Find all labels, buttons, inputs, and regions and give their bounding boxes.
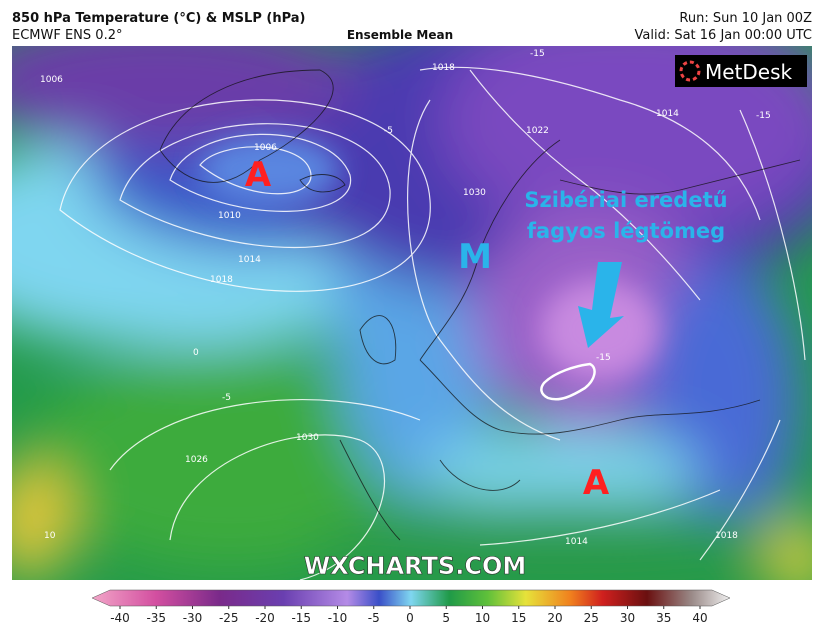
- colorbar-tick-label: 25: [584, 611, 599, 625]
- colorbar-tick-label: 40: [692, 611, 707, 625]
- contour-label: 1006: [40, 75, 63, 85]
- hungary-outline: [540, 362, 596, 401]
- contour-label: 1030: [463, 188, 486, 198]
- contour-label: 0: [193, 348, 199, 358]
- colorbar-tick-label: -5: [368, 611, 380, 625]
- note: Szibériai eredetű: [524, 188, 727, 212]
- contour-label: 10: [44, 531, 56, 541]
- contour-label: 1014: [656, 109, 679, 119]
- contour-label: 1018: [210, 275, 233, 285]
- contour-label: 1010: [218, 211, 241, 221]
- model: ECMWF ENS 0.2°: [12, 28, 122, 43]
- logo: MetDesk: [705, 60, 793, 84]
- colorbar-tick-label: 30: [620, 611, 635, 625]
- colorbar-tick-label: -40: [110, 611, 130, 625]
- high-label: A: [583, 463, 610, 503]
- valid-time: Valid: Sat 16 Jan 00:00 UTC: [635, 28, 813, 43]
- colorbar-tick-label: 35: [656, 611, 671, 625]
- contour-label: 1026: [185, 455, 208, 465]
- colorbar-tick-label: -15: [291, 611, 311, 625]
- colorbar-tick-label: 20: [547, 611, 562, 625]
- colorbar-tick-label: 10: [475, 611, 490, 625]
- colorbar-tick-label: 15: [511, 611, 526, 625]
- contour-label: -15: [530, 49, 545, 59]
- colorbar-tick-label: -35: [146, 611, 166, 625]
- contour-label: 1006: [254, 143, 277, 153]
- arrow: [578, 262, 624, 348]
- run-time: Run: Sun 10 Jan 00Z: [679, 11, 812, 26]
- title: 850 hPa Temperature (°C) & MSLP (hPa): [12, 11, 305, 26]
- contour-label: -15: [756, 111, 771, 121]
- contour-label: 1018: [432, 63, 455, 73]
- colorbar-tick-label: 0: [406, 611, 414, 625]
- colorbar: [91, 589, 731, 607]
- contour-label: -5: [222, 393, 231, 403]
- high-label: A: [245, 155, 272, 195]
- contour-label: 1018: [715, 531, 738, 541]
- map: 1006 1006 1010 1014 1018 1018 1022 1014 1030 1026…: [12, 46, 812, 580]
- colorbar-tick-label: 5: [442, 611, 450, 625]
- note: fagyos légtömeg: [527, 219, 725, 243]
- colorbar-tick-label: -20: [255, 611, 275, 625]
- contour-label: 1022: [526, 126, 549, 136]
- contour-label: -5: [384, 126, 393, 136]
- watermark: WXCHARTS.COM: [304, 552, 526, 580]
- logo-icon: [679, 60, 701, 82]
- logo-box: [675, 55, 807, 87]
- contour-label: -15: [596, 353, 611, 363]
- low-label: M: [458, 237, 492, 277]
- contour-label: 1030: [296, 433, 319, 443]
- contour-label: 1014: [238, 255, 261, 265]
- colorbar-tick-label: -10: [328, 611, 348, 625]
- colorbar-tick-label: -25: [219, 611, 239, 625]
- colorbar-tick-label: -30: [183, 611, 203, 625]
- subtitle: Ensemble Mean: [347, 28, 453, 42]
- contour-label: 1014: [565, 537, 588, 547]
